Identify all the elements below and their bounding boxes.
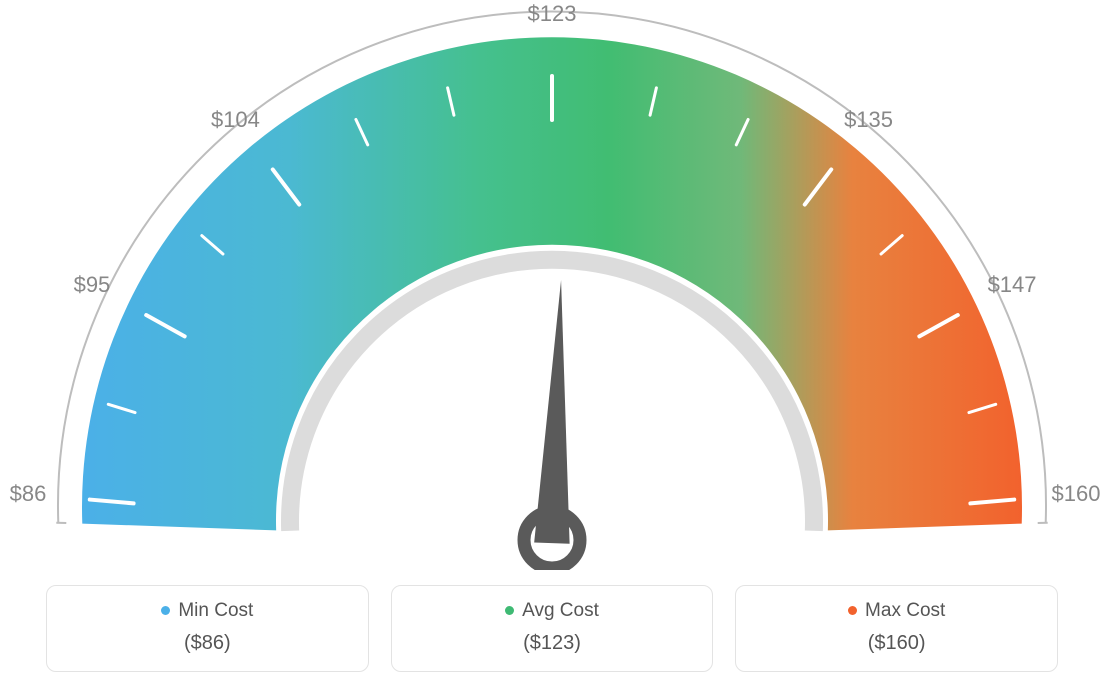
legend-title-max: Max Cost: [746, 600, 1047, 622]
legend-title-min-text: Min Cost: [178, 600, 253, 621]
legend-title-avg: Avg Cost: [402, 600, 703, 622]
legend-card-max: Max Cost ($160): [735, 585, 1058, 672]
gauge-area: $86 $95 $104 $123 $135 $147 $160: [0, 0, 1104, 570]
legend-title-min: Min Cost: [57, 600, 358, 622]
legend-dot-min: [161, 606, 170, 615]
legend-card-avg: Avg Cost ($123): [391, 585, 714, 672]
gauge-tick-label: $123: [528, 1, 577, 27]
legend-value-max: ($160): [746, 632, 1047, 655]
legend-dot-max: [848, 606, 857, 615]
legend-title-avg-text: Avg Cost: [522, 600, 599, 621]
legend-dot-avg: [505, 606, 514, 615]
gauge-chart-container: $86 $95 $104 $123 $135 $147 $160 Min Cost ($86…: [0, 0, 1104, 690]
gauge-tick-label: $160: [1052, 481, 1101, 507]
gauge-tick-label: $135: [844, 107, 893, 133]
legend-value-min: ($86): [57, 632, 358, 655]
gauge-tick-label: $104: [211, 107, 260, 133]
legend-row: Min Cost ($86) Avg Cost ($123) Max Cost …: [46, 585, 1058, 672]
gauge-tick-label: $147: [988, 272, 1037, 298]
gauge-tick-label: $86: [10, 481, 47, 507]
gauge-svg: [0, 0, 1104, 570]
legend-value-avg: ($123): [402, 632, 703, 655]
legend-title-max-text: Max Cost: [865, 600, 945, 621]
legend-card-min: Min Cost ($86): [46, 585, 369, 672]
gauge-tick-label: $95: [74, 272, 111, 298]
